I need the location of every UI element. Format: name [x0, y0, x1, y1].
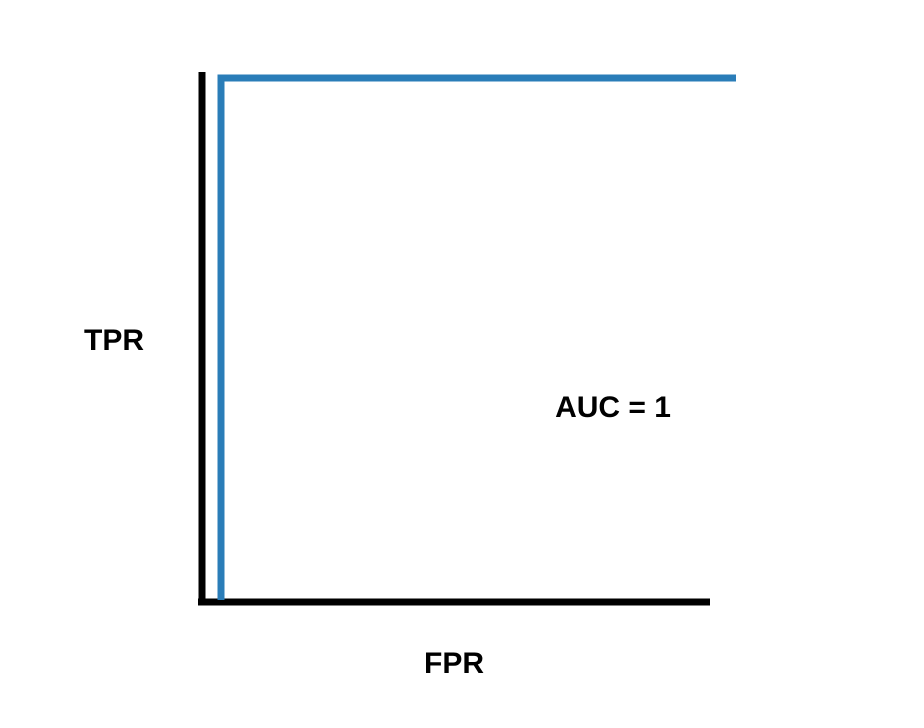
plot-area: [198, 72, 736, 606]
roc-curve-series-0: [217, 74, 736, 600]
y-axis-label: TPR: [84, 324, 144, 357]
x-axis-label: FPR: [424, 647, 484, 680]
auc-annotation: AUC = 1: [555, 391, 671, 424]
